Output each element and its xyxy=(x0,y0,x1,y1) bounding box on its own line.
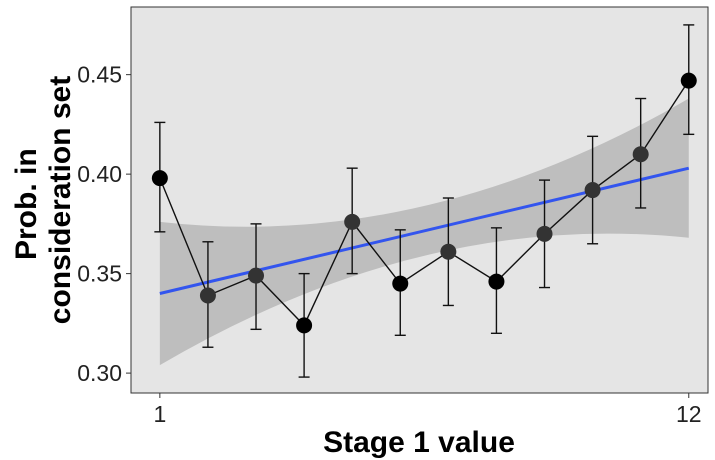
data-point xyxy=(344,213,361,230)
data-point xyxy=(151,170,168,187)
y-axis-title: Prob. in consideration set xyxy=(10,76,77,324)
connecting-line-layer xyxy=(159,80,690,327)
fit-line xyxy=(159,166,690,295)
data-point xyxy=(632,146,649,163)
fit-line-layer xyxy=(159,166,690,295)
data-point xyxy=(536,225,553,242)
y-axis-title-line-2: consideration set xyxy=(44,76,77,324)
data-point xyxy=(392,275,409,292)
data-point xyxy=(248,267,265,284)
x-tick-label: 12 xyxy=(676,401,702,427)
x-axis-title: Stage 1 value xyxy=(323,426,515,459)
x-tick-label: 1 xyxy=(153,401,166,427)
data-point xyxy=(199,287,216,304)
y-axis-title-line-1: Prob. in xyxy=(10,148,43,260)
y-tick-label: 0.35 xyxy=(77,261,122,287)
x-axis: 1 12 xyxy=(153,393,702,427)
points-layer xyxy=(151,72,697,334)
series-line xyxy=(159,80,690,327)
y-tick-label: 0.45 xyxy=(77,62,122,88)
data-point xyxy=(296,317,313,334)
y-tick-label: 0.40 xyxy=(77,161,122,187)
data-point xyxy=(488,273,505,290)
data-point xyxy=(584,182,601,199)
y-tick-label: 0.30 xyxy=(77,360,122,386)
data-point xyxy=(440,243,457,260)
y-axis: 0.30 0.35 0.40 0.45 xyxy=(77,62,131,386)
data-point xyxy=(680,72,697,89)
